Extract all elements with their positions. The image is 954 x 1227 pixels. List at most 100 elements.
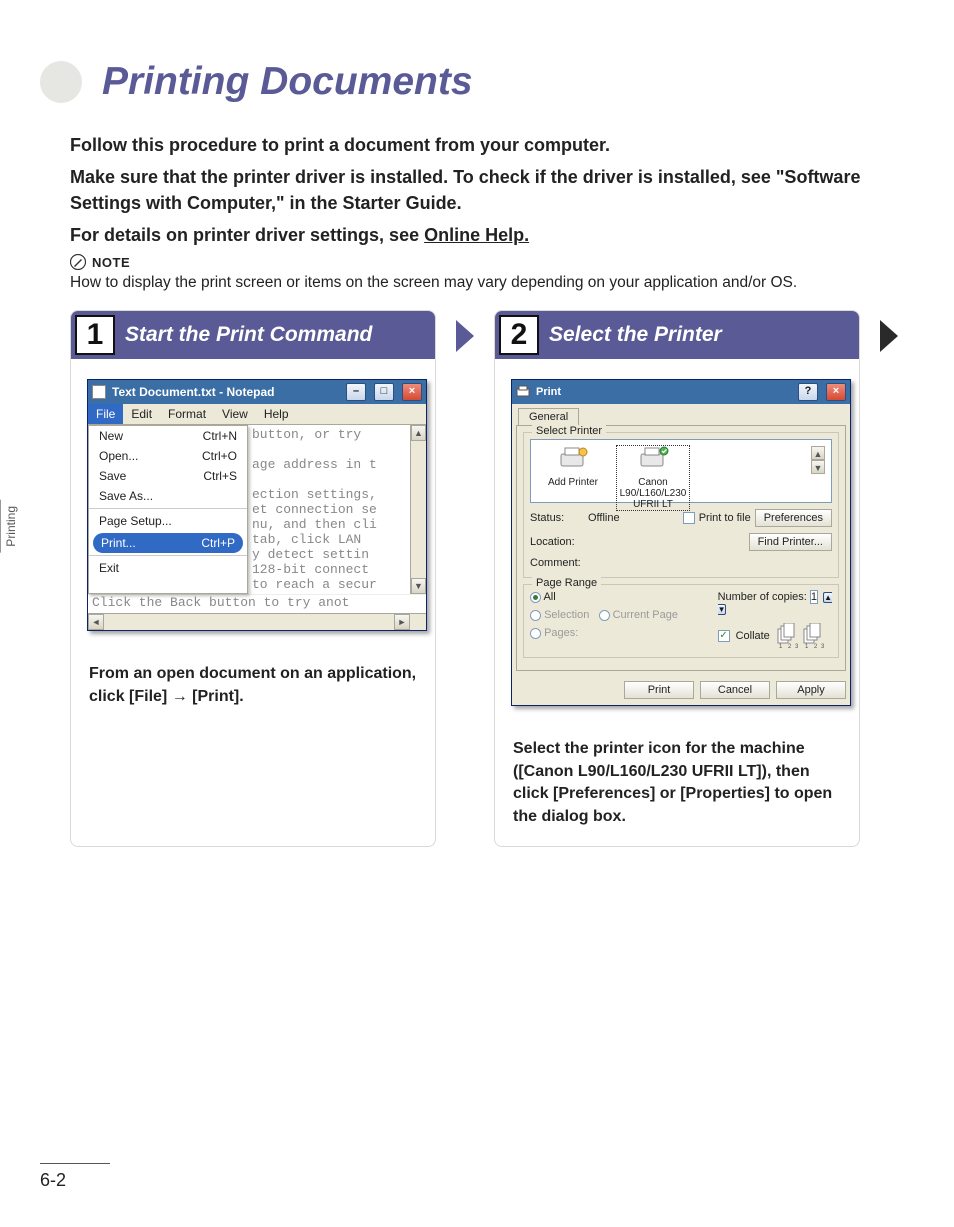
apply-button[interactable]: Apply	[776, 681, 846, 699]
printer-add[interactable]: Add Printer	[537, 446, 609, 488]
file-pagesetup[interactable]: Page Setup...	[89, 511, 247, 531]
help-button[interactable]: ?	[798, 383, 818, 401]
note-label: NOTE	[92, 255, 130, 270]
print-close-button[interactable]: ×	[826, 383, 846, 401]
file-open-accel: Ctrl+O	[202, 449, 237, 463]
steps-row: 1 Start the Print Command Text Document.…	[70, 310, 898, 847]
notepad-window: Text Document.txt - Notepad – □ × File E…	[87, 379, 427, 631]
printer-add-label: Add Printer	[537, 477, 609, 488]
collate-row: Collate 123 123	[718, 623, 832, 649]
page-number: 6-2	[40, 1163, 110, 1191]
np-line-4: et connection se	[252, 502, 377, 517]
printer-list[interactable]: Add Printer Canon L90/L160/L230 UFRII LT…	[530, 439, 832, 503]
close-button[interactable]: ×	[402, 383, 422, 401]
file-menu-dropdown[interactable]: NewCtrl+N Open...Ctrl+O SaveCtrl+S Save …	[88, 425, 248, 594]
step-1-header: 1 Start the Print Command	[71, 311, 435, 359]
radio-all-row: All	[530, 591, 678, 603]
printer-scroll-up-icon[interactable]: ▲	[811, 446, 825, 460]
resize-grip-icon[interactable]	[410, 614, 426, 630]
note-text: How to display the print screen or items…	[70, 274, 898, 292]
file-print[interactable]: Print...Ctrl+P	[93, 533, 243, 553]
notepad-text-area[interactable]: button, or try age address in t ection s…	[248, 425, 410, 594]
comment-row: Comment:	[530, 557, 832, 569]
radio-current[interactable]	[599, 610, 610, 621]
comment-label: Comment:	[530, 557, 582, 569]
notepad-title-text: Text Document.txt - Notepad	[112, 385, 274, 399]
print-to-file-label: Print to file	[699, 512, 751, 524]
printer-list-vscroll[interactable]: ▲ ▼	[811, 446, 825, 474]
svg-text:3: 3	[821, 644, 825, 649]
hscroll-track[interactable]	[104, 614, 394, 630]
notepad-menubar[interactable]: File Edit Format View Help	[88, 404, 426, 425]
file-pagesetup-label: Page Setup...	[99, 514, 172, 528]
collate-label: Collate	[736, 630, 770, 642]
printer-canon[interactable]: Canon L90/L160/L230 UFRII LT	[617, 446, 689, 510]
status-value: Offline	[588, 512, 677, 524]
step-2-body: Print ? × General Select Printer Add Pri…	[495, 359, 859, 706]
step-2-title: Select the Printer	[549, 323, 722, 347]
maximize-button[interactable]: □	[374, 383, 394, 401]
np-line-8: 128-bit connect	[252, 562, 369, 577]
print-dialog-titlebar[interactable]: Print ? ×	[512, 380, 850, 404]
menu-view[interactable]: View	[214, 404, 256, 424]
notepad-titlebar[interactable]: Text Document.txt - Notepad – □ ×	[88, 380, 426, 404]
location-row: Location: Find Printer...	[530, 533, 832, 551]
cancel-button[interactable]: Cancel	[700, 681, 770, 699]
np-line-5: nu, and then cli	[252, 517, 377, 532]
radio-pages-label: Pages:	[544, 627, 578, 639]
notepad-body: NewCtrl+N Open...Ctrl+O SaveCtrl+S Save …	[88, 425, 426, 594]
arrow-after-icon	[880, 320, 898, 352]
file-exit[interactable]: Exit	[89, 558, 247, 578]
minimize-button[interactable]: –	[346, 383, 366, 401]
find-printer-button[interactable]: Find Printer...	[749, 533, 832, 551]
step-2-caption: Select the printer icon for the machine …	[513, 738, 841, 828]
preferences-button[interactable]: Preferences	[755, 509, 832, 527]
print-to-file-checkbox[interactable]	[683, 512, 695, 524]
np-line-2: age address in t	[252, 457, 377, 472]
file-new-label: New	[99, 429, 123, 443]
radio-all[interactable]	[530, 592, 541, 603]
print-button[interactable]: Print	[624, 681, 694, 699]
menu-help[interactable]: Help	[256, 404, 297, 424]
copies-input[interactable]: 1	[810, 590, 818, 604]
title-row: Printing Documents	[40, 60, 898, 104]
print-dialog-title-text: Print	[536, 386, 561, 398]
radio-pages[interactable]	[530, 628, 541, 639]
printer-scroll-down-icon[interactable]: ▼	[811, 460, 825, 474]
file-save-accel: Ctrl+S	[203, 469, 237, 483]
print-panel: Select Printer Add Printer Canon L90/L16…	[516, 425, 846, 671]
menu-file[interactable]: File	[88, 404, 123, 424]
file-open[interactable]: Open...Ctrl+O	[89, 446, 247, 466]
intro-3a: For details on printer driver settings, …	[70, 225, 424, 245]
hscroll-left-icon[interactable]: ◄	[88, 614, 104, 630]
np-line-3: ection settings,	[252, 487, 377, 502]
vscroll-down-icon[interactable]: ▼	[411, 578, 426, 594]
menu-format[interactable]: Format	[160, 404, 214, 424]
step-2-header: 2 Select the Printer	[495, 311, 859, 359]
note-row: NOTE	[70, 254, 898, 270]
title-bullet	[40, 61, 82, 103]
file-saveas[interactable]: Save As...	[89, 486, 247, 506]
collate-checkbox[interactable]	[718, 630, 730, 642]
add-printer-icon	[557, 446, 589, 472]
intro-line-2: Make sure that the printer driver is ins…	[70, 164, 898, 216]
step-1-body: Text Document.txt - Notepad – □ × File E…	[71, 359, 435, 631]
file-menu-sep-1	[89, 508, 247, 509]
hscroll-right-icon[interactable]: ►	[394, 614, 410, 630]
np-line-9: to reach a secur	[252, 577, 377, 592]
pencil-icon	[70, 254, 86, 270]
arrow-between-icon	[456, 320, 474, 352]
menu-edit[interactable]: Edit	[123, 404, 160, 424]
radio-selection[interactable]	[530, 610, 541, 621]
notepad-vscroll[interactable]: ▲ ▼	[410, 425, 426, 594]
notepad-hscroll[interactable]: ◄ ►	[88, 613, 426, 630]
printer-canon-label: Canon L90/L160/L230 UFRII LT	[617, 477, 689, 510]
file-save[interactable]: SaveCtrl+S	[89, 466, 247, 486]
step-2: 2 Select the Printer Print ? × General S…	[494, 310, 860, 847]
file-new[interactable]: NewCtrl+N	[89, 426, 247, 446]
file-menu-sep-2	[89, 555, 247, 556]
tab-general[interactable]: General	[518, 408, 579, 425]
svg-text:1: 1	[805, 644, 809, 649]
step-1: 1 Start the Print Command Text Document.…	[70, 310, 436, 847]
vscroll-up-icon[interactable]: ▲	[411, 425, 426, 441]
